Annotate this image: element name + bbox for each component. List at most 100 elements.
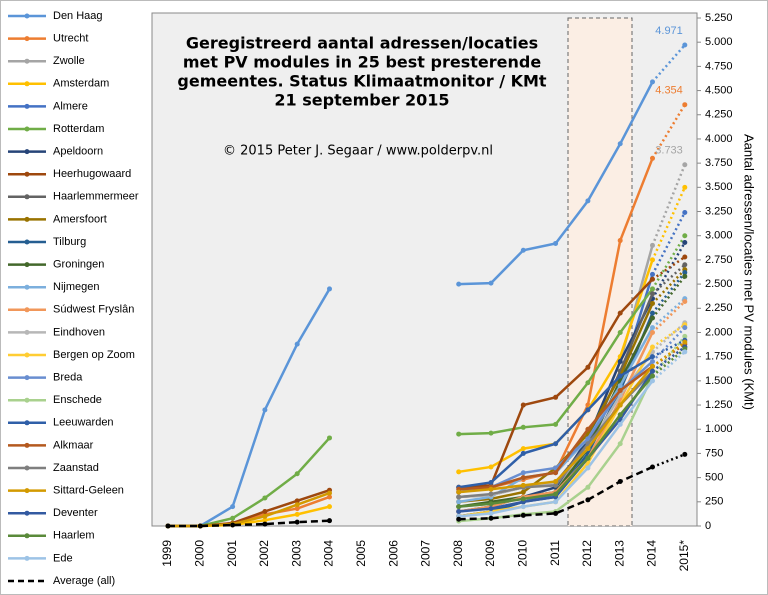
point bbox=[294, 471, 300, 477]
point bbox=[520, 446, 526, 452]
y-tick-label: 1.250 bbox=[705, 399, 733, 411]
point bbox=[650, 378, 655, 384]
point bbox=[682, 262, 688, 268]
point bbox=[520, 489, 526, 495]
point bbox=[294, 511, 300, 517]
y-tick-label: 2.250 bbox=[705, 302, 733, 314]
point bbox=[230, 515, 236, 521]
legend-label: Zaanstad bbox=[53, 462, 99, 474]
point bbox=[617, 412, 623, 418]
point bbox=[488, 486, 494, 492]
x-tick-label: 2011 bbox=[548, 540, 562, 566]
legend-marker bbox=[24, 442, 30, 448]
y-tick-label: 2.500 bbox=[705, 278, 733, 290]
series-line bbox=[168, 519, 330, 528]
point bbox=[327, 518, 332, 524]
series-line bbox=[651, 350, 686, 382]
point bbox=[520, 402, 526, 408]
data-label: 3.733 bbox=[655, 145, 683, 157]
point bbox=[682, 209, 688, 215]
point bbox=[650, 368, 655, 374]
point bbox=[520, 482, 526, 488]
y-tick-label: 750 bbox=[705, 447, 723, 459]
legend-label: Eindhoven bbox=[53, 326, 105, 338]
legend-marker bbox=[24, 81, 30, 87]
point bbox=[617, 383, 623, 389]
title-line: gemeentes. Status Klimaatmonitor / KMt bbox=[177, 72, 547, 91]
point bbox=[585, 497, 591, 503]
legend-label: Alkmaar bbox=[53, 439, 94, 451]
legend-marker bbox=[24, 397, 30, 403]
legend-label: Amsterdam bbox=[53, 78, 109, 90]
series-line bbox=[651, 347, 686, 377]
x-tick-label: 2008 bbox=[451, 540, 465, 567]
y-tick-label: 2.000 bbox=[705, 326, 733, 338]
point bbox=[456, 494, 462, 500]
legend-marker bbox=[24, 420, 30, 426]
point bbox=[585, 198, 591, 204]
point bbox=[617, 310, 623, 316]
point bbox=[520, 504, 526, 510]
point bbox=[650, 286, 655, 292]
point bbox=[553, 510, 559, 516]
point bbox=[520, 247, 526, 253]
point bbox=[682, 299, 688, 305]
point bbox=[456, 504, 462, 510]
point bbox=[262, 407, 268, 413]
x-tick-label: 2014 bbox=[645, 540, 659, 567]
legend-label: Apeldoorn bbox=[53, 146, 103, 158]
point bbox=[456, 281, 462, 287]
point bbox=[327, 435, 332, 441]
point bbox=[617, 402, 623, 408]
legend-marker bbox=[24, 103, 30, 109]
point bbox=[520, 512, 526, 518]
point bbox=[585, 465, 591, 471]
series-line bbox=[651, 241, 686, 300]
legend-label: Zwolle bbox=[53, 55, 85, 67]
x-tick-label: 2010 bbox=[515, 540, 529, 567]
point bbox=[520, 475, 526, 481]
legend-label: Haarlem bbox=[53, 530, 95, 542]
legend-marker bbox=[24, 307, 30, 313]
point bbox=[682, 273, 688, 279]
point bbox=[617, 373, 623, 379]
point bbox=[327, 490, 332, 496]
point bbox=[488, 491, 494, 497]
point bbox=[650, 363, 655, 369]
legend-label: Deventer bbox=[53, 507, 98, 519]
subtitle: © 2015 Peter J. Segaar / www.polderpv.nl bbox=[223, 144, 493, 159]
x-tick-label: 2009 bbox=[483, 540, 497, 567]
legend-marker bbox=[24, 284, 30, 290]
x-tick-label: 2015* bbox=[677, 540, 691, 572]
x-tick-label: 2004 bbox=[322, 540, 336, 567]
point bbox=[617, 141, 623, 147]
point bbox=[488, 510, 494, 516]
legend-label: Utrecht bbox=[53, 33, 88, 45]
legend-marker bbox=[24, 239, 30, 245]
point bbox=[682, 233, 688, 239]
point bbox=[585, 380, 591, 386]
series-line bbox=[651, 345, 686, 373]
legend-label: Leeuwarden bbox=[53, 417, 114, 429]
point bbox=[488, 280, 494, 286]
point bbox=[682, 349, 688, 355]
point bbox=[553, 470, 559, 476]
y-tick-label: 2.750 bbox=[705, 254, 733, 266]
series-line bbox=[652, 453, 686, 469]
point bbox=[553, 441, 559, 447]
point bbox=[262, 517, 268, 523]
legend-marker bbox=[24, 262, 30, 268]
series-line bbox=[651, 275, 686, 319]
point bbox=[520, 470, 526, 476]
series-line bbox=[651, 339, 686, 358]
point bbox=[650, 155, 655, 161]
y-tick-label: 1.500 bbox=[705, 375, 733, 387]
point bbox=[456, 516, 462, 522]
point bbox=[553, 482, 559, 488]
point bbox=[650, 464, 655, 470]
x-tick-label: 2000 bbox=[192, 540, 206, 567]
point bbox=[520, 450, 526, 456]
point bbox=[294, 502, 300, 508]
point bbox=[488, 515, 494, 521]
